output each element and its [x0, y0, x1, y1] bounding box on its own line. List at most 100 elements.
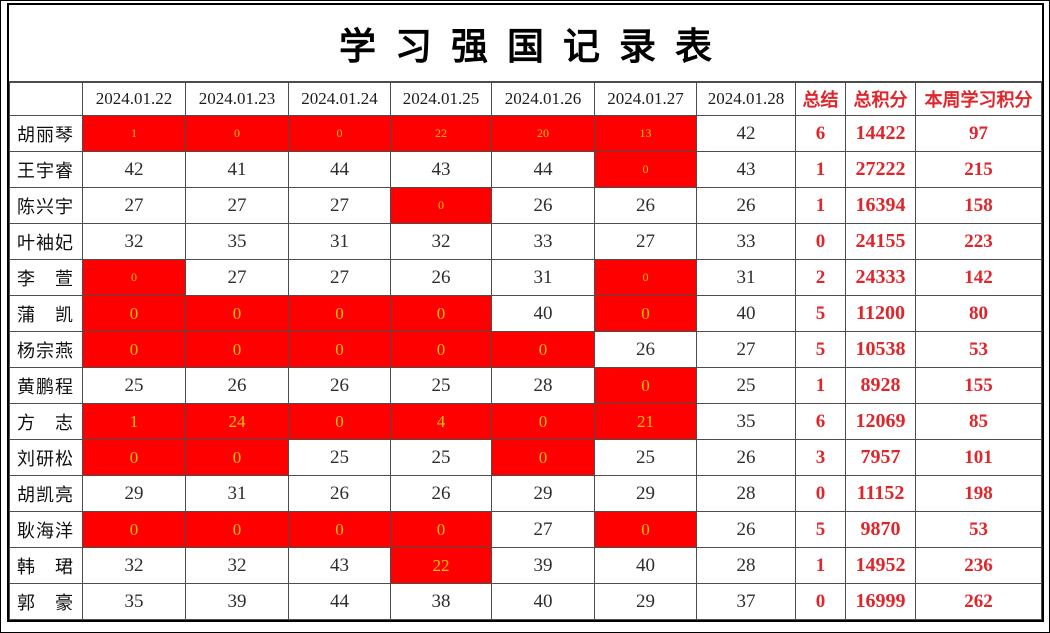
student-name: 陈兴宇: [9, 187, 83, 224]
student-name-text: 方志: [17, 412, 73, 433]
score-cell: 26: [594, 187, 697, 224]
summary-cell: 5: [795, 331, 846, 368]
score-cell: 26: [288, 367, 391, 404]
score-cell-highlighted: 0: [491, 439, 595, 476]
total-score-cell: 14422: [845, 115, 916, 152]
score-cell: 31: [696, 259, 796, 296]
summary-cell: 1: [795, 367, 846, 404]
page-title: 学习强国记录表: [9, 5, 1042, 82]
column-header-date: 2024.01.24: [288, 82, 391, 116]
summary-cell: 6: [795, 115, 846, 152]
score-cell-highlighted: 0: [185, 511, 289, 548]
week-score-cell: 80: [915, 295, 1042, 332]
score-cell: 26: [696, 511, 796, 548]
score-cell-highlighted: 0: [82, 511, 186, 548]
score-cell: 25: [288, 439, 391, 476]
student-name-text: 杨宗燕: [17, 340, 73, 361]
column-header-week: 本周学习积分: [915, 82, 1042, 116]
score-cell-highlighted: 4: [390, 403, 492, 440]
student-name: 叶袖妃: [9, 223, 83, 260]
week-score-cell: 262: [915, 583, 1042, 620]
student-name-text: 耿海洋: [17, 520, 73, 541]
column-header-date: 2024.01.26: [491, 82, 595, 116]
score-cell: 28: [491, 367, 595, 404]
table-row: 陈兴宇 27 27 27 0 26 26 26 1 16394 158: [9, 187, 1042, 224]
column-header-summary: 总结: [795, 82, 846, 116]
score-cell: 32: [82, 547, 186, 584]
week-score-cell: 53: [915, 511, 1042, 548]
score-cell: 26: [696, 187, 796, 224]
table-row: 叶袖妃 32 35 31 32 33 27 33 0 24155 223: [9, 223, 1042, 260]
score-cell: 26: [390, 259, 492, 296]
score-cell: 44: [288, 151, 391, 188]
score-cell-highlighted: 1: [82, 115, 186, 152]
student-name-text: 胡丽琴: [17, 124, 73, 145]
total-score-cell: 7957: [845, 439, 916, 476]
table-row: 方志 1 24 0 4 0 21 35 6 12069 85: [9, 403, 1042, 440]
student-name-text: 陈兴宇: [17, 196, 73, 217]
student-name: 耿海洋: [9, 511, 83, 548]
student-name-text: 胡凯亮: [17, 484, 73, 505]
summary-cell: 0: [795, 583, 846, 620]
score-cell: 31: [185, 475, 289, 512]
score-cell: 35: [82, 583, 186, 620]
score-cell: 27: [185, 187, 289, 224]
score-cell-highlighted: 21: [594, 403, 697, 440]
score-cell: 38: [390, 583, 492, 620]
score-cell-highlighted: 0: [82, 295, 186, 332]
column-header-date: 2024.01.25: [390, 82, 492, 116]
score-cell: 40: [594, 547, 697, 584]
table-row: 郭豪 35 39 44 38 40 29 37 0 16999 262: [9, 583, 1042, 620]
score-cell-highlighted: 0: [288, 511, 391, 548]
student-name-text: 刘研松: [17, 448, 73, 469]
week-score-cell: 53: [915, 331, 1042, 368]
score-cell-highlighted: 0: [491, 331, 595, 368]
score-cell-highlighted: 0: [594, 367, 697, 404]
summary-cell: 1: [795, 547, 846, 584]
summary-cell: 1: [795, 151, 846, 188]
total-score-cell: 8928: [845, 367, 916, 404]
score-cell-highlighted: 0: [390, 187, 492, 224]
table-row: 耿海洋 0 0 0 0 27 0 26 5 9870 53: [9, 511, 1042, 548]
table-row: 刘研松 0 0 25 25 0 25 26 3 7957 101: [9, 439, 1042, 476]
score-table: 2024.01.22 2024.01.23 2024.01.24 2024.01.25…: [9, 82, 1042, 620]
summary-cell: 3: [795, 439, 846, 476]
summary-cell: 5: [795, 295, 846, 332]
score-cell: 32: [185, 547, 289, 584]
student-name: 郭豪: [9, 583, 83, 620]
score-cell-highlighted: 0: [185, 331, 289, 368]
student-name: 胡凯亮: [9, 475, 83, 512]
student-name-text: 叶袖妃: [17, 232, 73, 253]
week-score-cell: 142: [915, 259, 1042, 296]
score-cell: 28: [696, 547, 796, 584]
score-cell: 37: [696, 583, 796, 620]
student-name: 黄鹏程: [9, 367, 83, 404]
score-cell: 27: [185, 259, 289, 296]
score-cell: 27: [594, 223, 697, 260]
score-cell: 26: [288, 475, 391, 512]
score-cell: 27: [288, 187, 391, 224]
score-cell: 29: [82, 475, 186, 512]
total-score-cell: 16999: [845, 583, 916, 620]
score-cell: 29: [594, 475, 697, 512]
score-cell: 42: [82, 151, 186, 188]
week-score-cell: 97: [915, 115, 1042, 152]
total-score-cell: 14952: [845, 547, 916, 584]
total-score-cell: 24333: [845, 259, 916, 296]
score-cell: 29: [491, 475, 595, 512]
score-cell-highlighted: 0: [82, 259, 186, 296]
table-row: 胡丽琴 1 0 0 22 20 13 42 6 14422 97: [9, 115, 1042, 152]
score-cell: 29: [594, 583, 697, 620]
score-cell: 32: [390, 223, 492, 260]
score-cell-highlighted: 0: [390, 331, 492, 368]
score-cell: 42: [696, 115, 796, 152]
score-cell-highlighted: 0: [390, 511, 492, 548]
score-cell-highlighted: 0: [82, 439, 186, 476]
score-cell-highlighted: 0: [82, 331, 186, 368]
student-name: 杨宗燕: [9, 331, 83, 368]
student-name-text: 蒲凯: [17, 304, 73, 325]
score-cell: 26: [594, 331, 697, 368]
score-cell: 40: [491, 295, 595, 332]
student-name: 刘研松: [9, 439, 83, 476]
